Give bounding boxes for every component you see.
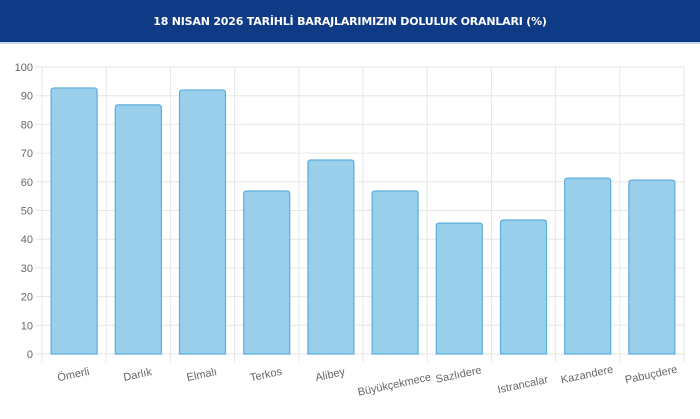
bar-alibey[interactable]	[307, 159, 355, 355]
bar-istrancalar[interactable]	[499, 219, 548, 355]
y-tick-label: 70	[21, 148, 33, 160]
bars	[50, 87, 676, 355]
x-tick-label: Kazandere	[560, 364, 615, 387]
y-tick-label: 50	[21, 206, 33, 218]
x-tick-label: Ömerli	[56, 366, 90, 384]
bar-kazandere[interactable]	[564, 177, 612, 355]
chart-title: 18 NISAN 2026 TARİHLİ BARAJLARIMIZIN DOL…	[153, 14, 547, 28]
y-tick-label: 100	[15, 62, 33, 74]
x-tick-label: Pabuçdere	[624, 364, 679, 387]
x-tick-label: Büyükçekmece	[357, 371, 432, 398]
y-tick-label: 80	[21, 119, 33, 131]
bar-terkos[interactable]	[243, 190, 291, 355]
bar-chart-svg: 0 10 20 30 40 50 60 70 80 90 100 Ömerli Darlık Elmal…	[15, 62, 685, 399]
bar-elmalı[interactable]	[178, 89, 227, 355]
x-axis-labels: Ömerli Darlık Elmalı Terkos Alibey Büyükçekme…	[56, 364, 678, 399]
y-tick-label: 10	[21, 320, 33, 332]
x-tick-label: Sazlıdere	[435, 364, 483, 385]
x-tick-label: Istrancalar	[497, 374, 550, 396]
x-tick-label: Elmalı	[186, 366, 218, 384]
y-axis-ticks: 0 10 20 30 40 50 60 70 80 90 100	[15, 62, 33, 361]
y-tick-label: 30	[21, 263, 33, 275]
chart-header: 18 NISAN 2026 TARİHLİ BARAJLARIMIZIN DOL…	[0, 0, 700, 44]
bar-pabuçdere[interactable]	[628, 179, 676, 355]
x-tick-label: Darlık	[122, 366, 153, 384]
y-tick-label: 90	[21, 91, 33, 103]
y-tick-label: 60	[21, 177, 33, 189]
y-tick-label: 20	[21, 292, 33, 304]
bar-sazlıdere[interactable]	[435, 222, 483, 355]
x-tick-label: Terkos	[249, 366, 284, 385]
bar-darlık[interactable]	[114, 104, 162, 355]
x-tick-label: Alibey	[314, 366, 346, 384]
y-tick-label: 0	[27, 349, 33, 361]
bar-chart: 0 10 20 30 40 50 60 70 80 90 100 Ömerli Darlık Elmal…	[0, 44, 700, 419]
y-tick-label: 40	[21, 234, 33, 246]
bar-büyükçekmece[interactable]	[371, 190, 419, 355]
bar-ömerli[interactable]	[50, 87, 98, 355]
